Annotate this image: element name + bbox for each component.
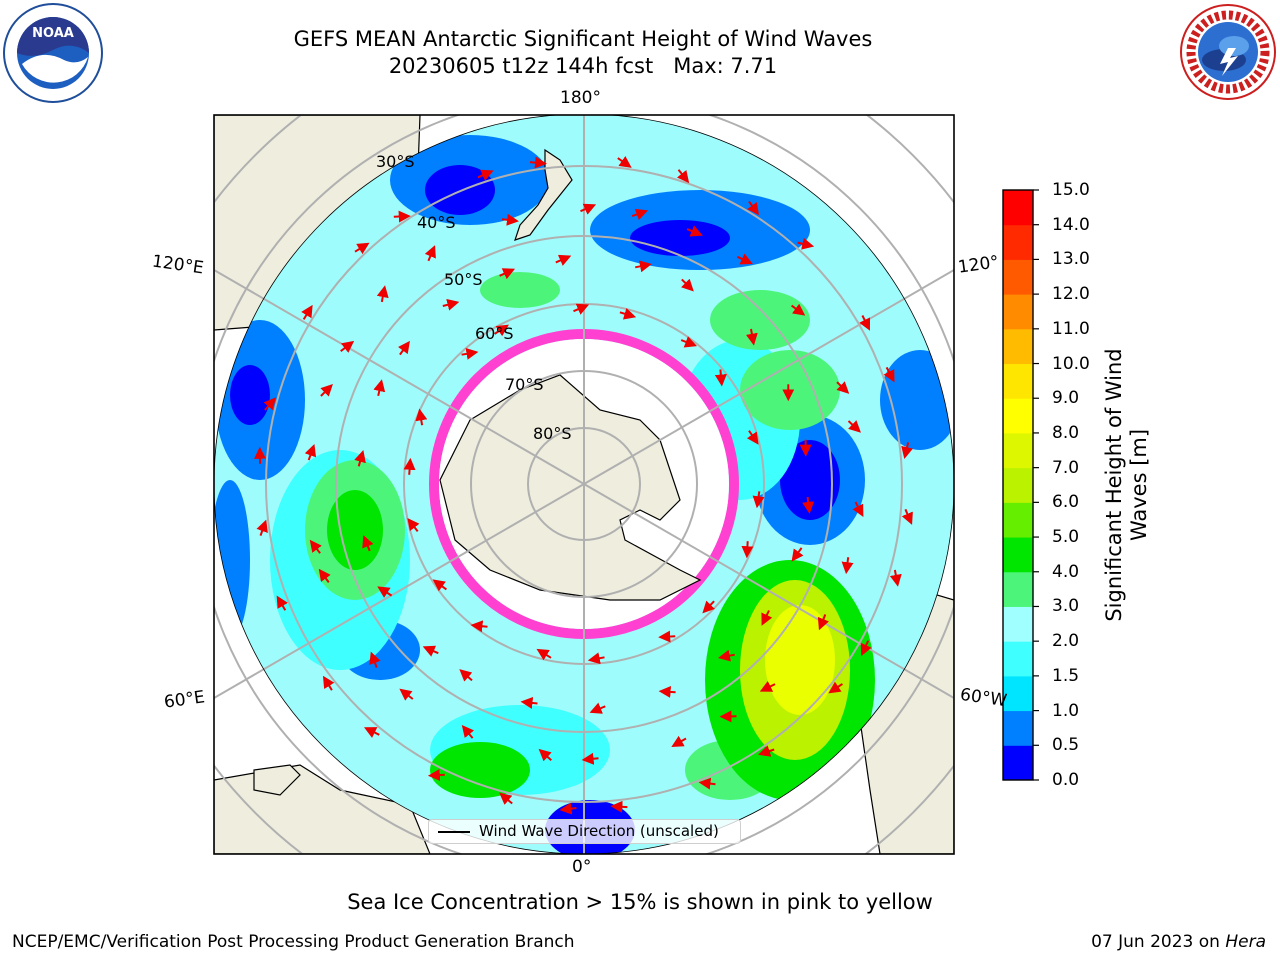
sea-ice-caption-text: Sea Ice Concentration > 15% is shown in … <box>347 890 933 914</box>
wind-arrow <box>665 692 676 693</box>
colorbar-tick-label: 4.0 <box>1052 562 1079 582</box>
footer-date-text: 07 Jun 2023 on <box>1091 932 1225 952</box>
colorbar-segment <box>1003 259 1033 294</box>
wind-arrow <box>477 626 488 627</box>
lat-label-30s: 30°S <box>376 152 415 171</box>
footer-date: 07 Jun 2023 on Hera <box>1091 932 1266 952</box>
lon-label-180: 180° <box>560 88 601 108</box>
colorbar-tick-label: 2.0 <box>1052 631 1079 651</box>
wind-arrow <box>527 702 538 703</box>
colorbar-segment <box>1003 745 1033 780</box>
colorbar-tick-label: 5.0 <box>1052 527 1079 547</box>
wind-arrow <box>808 497 809 508</box>
colorbar-tick-label: 15.0 <box>1052 180 1090 200</box>
colorbar-tick-label: 1.5 <box>1052 666 1079 686</box>
colorbar-segment <box>1003 711 1033 746</box>
colorbar-segment <box>1003 606 1033 641</box>
colorbar-segment <box>1003 641 1033 676</box>
colorbar-segment <box>1003 225 1033 260</box>
colorbar-tick-label: 7.0 <box>1052 458 1079 478</box>
colorbar-tick-label: 3.0 <box>1052 596 1079 616</box>
colorbar-segment <box>1003 294 1033 329</box>
wind-arrow <box>409 464 410 475</box>
colorbar-tick-label: 12.0 <box>1052 284 1090 304</box>
colorbar-segment <box>1003 398 1033 433</box>
colorbar-tick-label: 13.0 <box>1052 249 1090 269</box>
wind-arrow <box>664 636 675 637</box>
legend-label: Wind Wave Direction (unscaled) <box>479 822 719 840</box>
colorbar-segment <box>1003 364 1033 399</box>
wind-arrow <box>434 775 445 776</box>
wind-arrow <box>847 557 848 568</box>
wind-arrow <box>616 807 627 808</box>
colorbar-segment <box>1003 572 1033 607</box>
lat-label-60s: 60°S <box>475 324 514 343</box>
colorbar-tick-label: 6.0 <box>1052 492 1079 512</box>
lon-label-0: 0° <box>572 857 591 877</box>
colorbar-tick-label: 14.0 <box>1052 215 1090 235</box>
sea-ice-caption: Sea Ice Concentration > 15% is shown in … <box>0 890 1280 914</box>
footer-credit: NCEP/EMC/Verification Post Processing Pr… <box>12 932 575 952</box>
colorbar-segment <box>1003 537 1033 572</box>
colorbar-segment <box>1003 433 1033 468</box>
wind-arrow <box>566 808 577 809</box>
colorbar-tick-label: 11.0 <box>1052 319 1090 339</box>
wind-arrow <box>530 162 541 163</box>
colorbar-tick-label: 1.0 <box>1052 701 1079 721</box>
map-legend: Wind Wave Direction (unscaled) <box>428 819 741 844</box>
wind-arrow <box>720 370 721 381</box>
colorbar-tick-label: 0.5 <box>1052 735 1079 755</box>
lat-label-70s: 70°S <box>505 375 544 394</box>
footer-host: Hera <box>1225 932 1266 952</box>
wind-arrow <box>502 219 513 220</box>
colorbar-segment <box>1003 468 1033 503</box>
wind-arrow <box>394 216 405 217</box>
colorbar-tick-label: 9.0 <box>1052 388 1079 408</box>
wind-arrow <box>747 541 748 552</box>
colorbar-tick-label: 0.0 <box>1052 770 1079 790</box>
lat-label-80s: 80°S <box>533 424 572 443</box>
colorbar-tick-label: 8.0 <box>1052 423 1079 443</box>
wind-arrow <box>705 783 716 784</box>
colorbar-tick-label: 10.0 <box>1052 354 1090 374</box>
legend-line-sample <box>438 831 470 833</box>
colorbar-segment <box>1003 502 1033 537</box>
colorbar-segment <box>1003 190 1033 225</box>
wind-arrow <box>588 758 599 759</box>
lat-label-50s: 50°S <box>444 270 483 289</box>
lat-label-40s: 40°S <box>417 213 456 232</box>
colorbar-segment <box>1003 329 1033 364</box>
